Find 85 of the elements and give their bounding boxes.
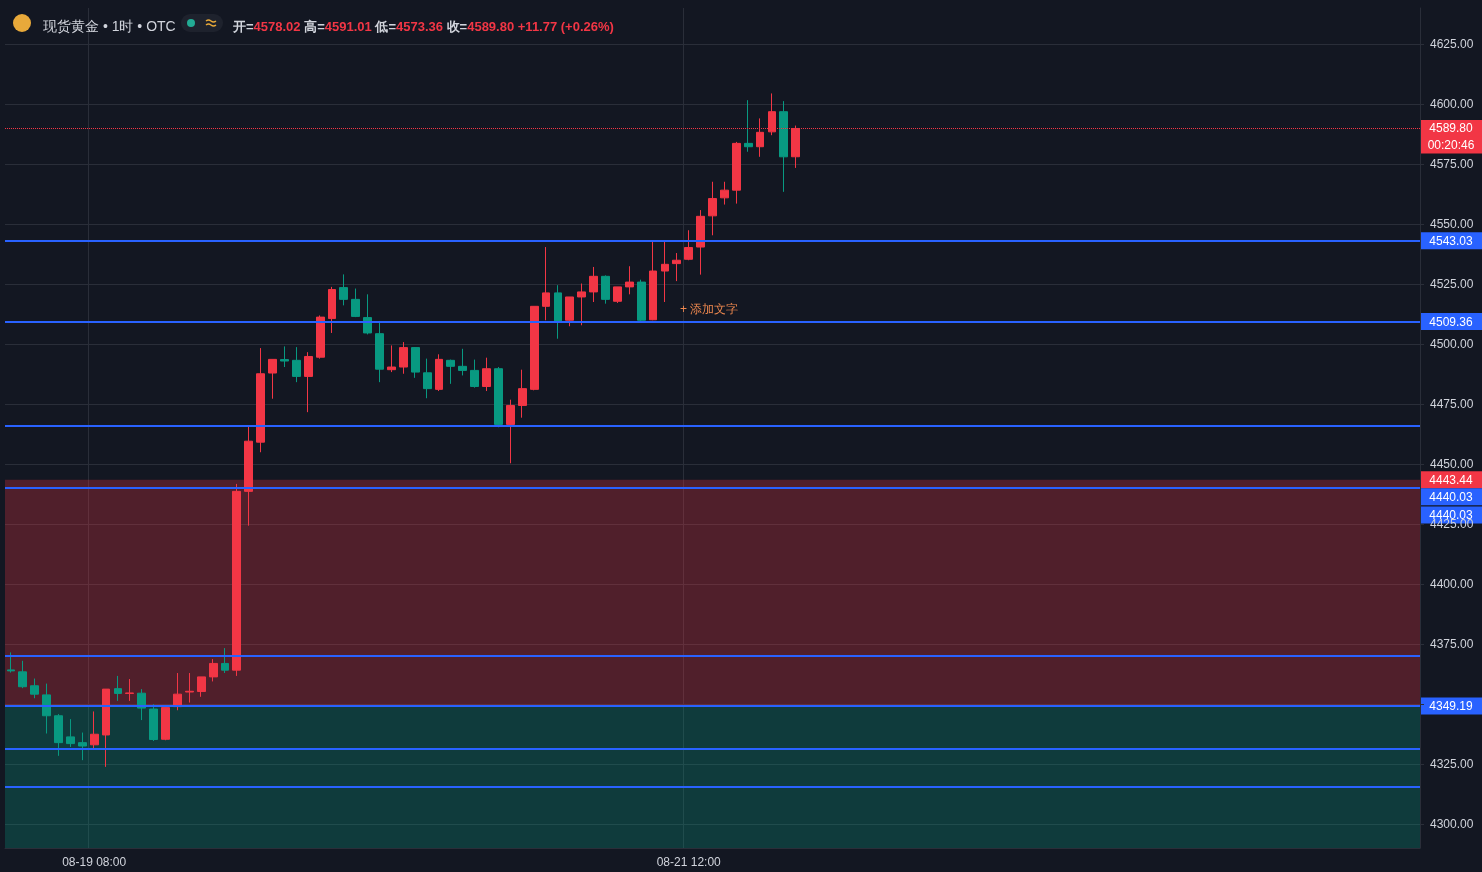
candlestick — [90, 710, 99, 750]
x-tick-label: 08-19 08:00 — [62, 855, 127, 869]
candlestick — [423, 358, 432, 399]
candlestick — [470, 359, 479, 389]
text: 现货黄金 • 1时 • OTC — [43, 18, 176, 34]
candlestick — [744, 99, 753, 153]
text: 开=4578.02 高=4591.01 低=4573.36 收=4589.80 +11.77 (+0.26%) — [232, 19, 614, 34]
candlestick — [256, 347, 265, 453]
candlestick — [518, 369, 527, 419]
candlestick — [565, 296, 574, 327]
candlestick — [30, 678, 39, 699]
candlestick — [7, 651, 15, 674]
candlestick — [161, 707, 170, 741]
candlestick — [554, 284, 562, 340]
candlestick — [197, 676, 206, 698]
candlestick — [292, 346, 301, 383]
candlestick — [446, 359, 455, 385]
y-tick-label: 4475.00 — [1430, 397, 1474, 411]
y-tick-label: 4550.00 — [1430, 217, 1474, 231]
band-label: 4443.44 — [1429, 472, 1474, 487]
candlestick — [399, 341, 408, 375]
candlestick — [577, 283, 586, 326]
candlestick — [696, 209, 705, 276]
candlestick — [411, 346, 420, 379]
candlestick — [506, 399, 515, 464]
candlestick — [494, 366, 503, 428]
candlestick — [684, 229, 693, 261]
candlestick — [625, 265, 634, 295]
candlestick — [589, 266, 598, 303]
ref-line-label: 4509.36 — [1429, 314, 1474, 329]
candlestick — [720, 181, 729, 206]
candlestick — [18, 660, 27, 689]
ref-line-label: 4440.03 — [1429, 489, 1474, 504]
candlestick — [268, 358, 277, 400]
ref-line-label: 4543.03 — [1429, 233, 1474, 248]
candlestick — [387, 344, 396, 373]
candlestick — [339, 273, 348, 306]
candlestick — [221, 647, 229, 674]
candlestick — [542, 246, 550, 321]
candlestick — [185, 672, 194, 704]
candlestick — [649, 240, 657, 321]
candlestick — [637, 279, 646, 323]
ref-line-label: 4589.80 — [1429, 121, 1474, 136]
candlestick — [435, 353, 443, 392]
candlestick — [209, 658, 218, 682]
candlestick — [375, 320, 384, 383]
candlestick — [232, 483, 241, 677]
text: 00:20:46 — [1427, 138, 1475, 152]
y-tick-label: 4625.00 — [1430, 37, 1474, 51]
candlestick — [149, 703, 158, 742]
y-tick-label: 4525.00 — [1430, 277, 1474, 291]
annotation: + 添加文字 — [680, 302, 739, 316]
candlestick — [244, 424, 253, 527]
candlestick — [54, 713, 63, 757]
y-tick-label: 4500.00 — [1430, 337, 1474, 351]
candlestick — [672, 252, 681, 282]
x-tick-label: 08-21 12:00 — [656, 855, 722, 869]
candlestick — [114, 675, 122, 702]
y-tick-label: 4450.00 — [1430, 457, 1474, 471]
candlestick — [78, 732, 87, 761]
candlestick — [708, 181, 717, 236]
candlestick — [42, 683, 51, 735]
candlestick — [66, 718, 75, 748]
candlestick — [316, 314, 325, 360]
candlestick — [530, 305, 539, 391]
ref-line-label: 4349.19 — [1429, 698, 1474, 713]
candlestick — [779, 100, 788, 193]
y-tick-label: 4375.00 — [1430, 637, 1474, 651]
candlestick — [661, 241, 669, 303]
candlestick — [280, 345, 289, 368]
candlestick — [304, 351, 313, 413]
candlestick — [613, 286, 622, 304]
y-tick-label: 4400.00 — [1430, 577, 1474, 591]
y-tick-label: 4325.00 — [1430, 757, 1474, 771]
candlestick — [328, 286, 336, 334]
candlestick — [102, 688, 110, 768]
y-tick-label: 4300.00 — [1430, 817, 1474, 831]
y-tick-label: 4600.00 — [1430, 97, 1474, 111]
candlestick — [125, 678, 134, 702]
y-tick-label: 4575.00 — [1430, 157, 1474, 171]
candlestick — [351, 288, 360, 318]
candlestick — [458, 348, 467, 376]
candlestick — [482, 357, 491, 392]
candlestick — [732, 141, 741, 205]
candlestick — [601, 274, 610, 305]
